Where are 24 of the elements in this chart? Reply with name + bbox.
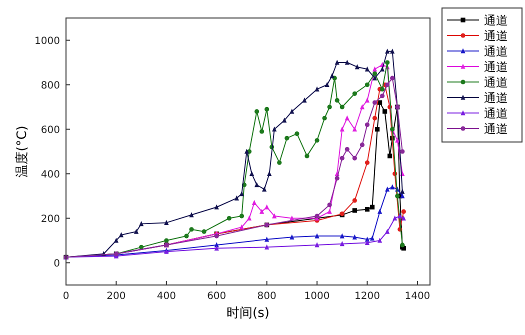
legend-label: 通道	[484, 91, 508, 105]
x-tick-label: 1000	[304, 291, 330, 302]
x-axis-title: 时间(s)	[226, 306, 270, 321]
x-tick-label: 400	[156, 291, 176, 302]
y-tick-label: 200	[40, 214, 60, 225]
x-tick-label: 1400	[404, 291, 430, 302]
legend-label: 通道	[484, 44, 508, 58]
legend-label: 通道	[484, 29, 508, 43]
y-axis-title: 温度(°C)	[14, 126, 30, 178]
legend-label: 通道	[484, 106, 508, 120]
y-tick-label: 1000	[34, 36, 60, 47]
legend-label: 通道	[484, 60, 508, 74]
x-tick-label: 800	[257, 291, 276, 302]
x-tick-label: 0	[62, 291, 70, 302]
x-tick-label: 200	[106, 291, 126, 302]
x-tick-label: 600	[207, 291, 226, 302]
y-tick-label: 800	[40, 80, 60, 92]
y-tick-label: 400	[40, 169, 60, 180]
y-tick-label: 600	[40, 124, 60, 136]
x-tick-label: 1200	[354, 291, 380, 302]
legend-label: 通道	[484, 76, 508, 90]
legend-label: 通道	[484, 14, 508, 28]
y-tick-label: 0	[54, 258, 60, 270]
legend-label: 通道	[484, 122, 508, 136]
